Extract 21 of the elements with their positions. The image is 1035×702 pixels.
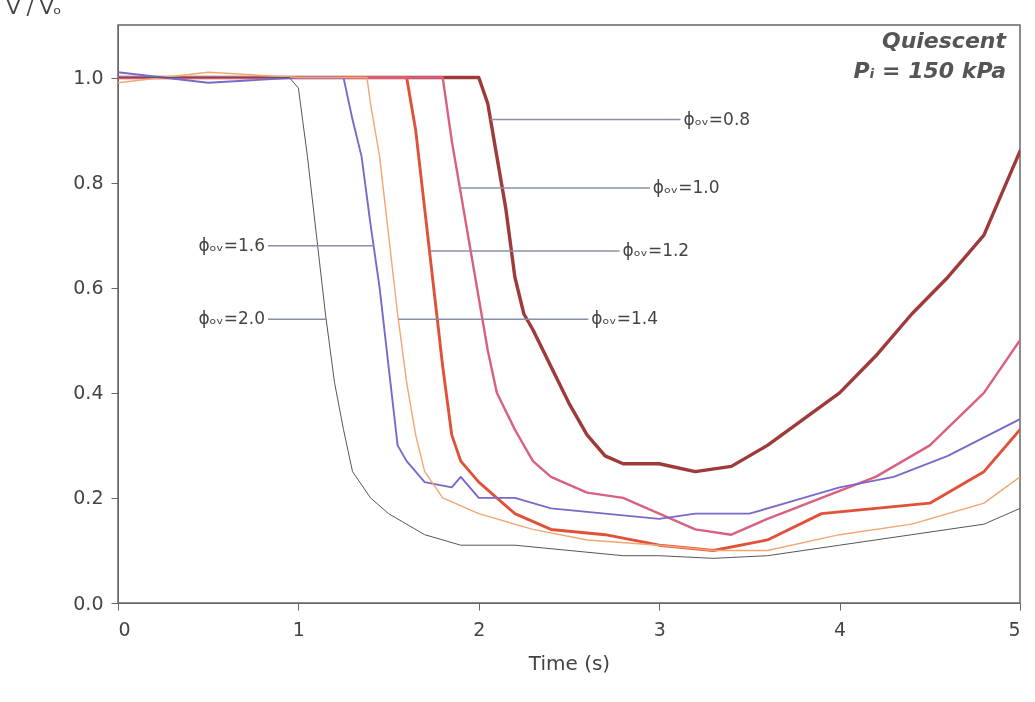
- x-tick-label: 4: [834, 617, 847, 640]
- annotation: ϕₒᵥ=1.4: [591, 308, 658, 329]
- annotation: ϕₒᵥ=1.2: [622, 239, 690, 260]
- x-tick-label: 1: [292, 617, 305, 640]
- x-tick-label: 5: [1008, 617, 1021, 640]
- annotation: ϕₒᵥ=0.8: [683, 108, 751, 129]
- y-tick-label: 1.0: [73, 66, 104, 89]
- annotation: Pᵢ = 150 kPa: [853, 58, 1006, 83]
- x-tick-label: 0: [118, 617, 131, 640]
- annotation: ϕₒᵥ=2.0: [198, 308, 265, 329]
- x-axis-title: Time (s): [527, 650, 611, 675]
- annotation: ϕₒᵥ=1.0: [652, 176, 720, 197]
- y-tick-label: 0.4: [73, 381, 104, 404]
- y-tick-label: 0.6: [73, 276, 104, 299]
- y-tick-label: 0.0: [73, 591, 104, 614]
- annotation: Quiescent: [881, 28, 1008, 53]
- y-tick-label: 0.8: [73, 171, 104, 194]
- y-tick-label: 0.2: [73, 486, 104, 509]
- x-tick-label: 3: [653, 617, 666, 640]
- x-tick-label: 2: [473, 617, 486, 640]
- annotation: ϕₒᵥ=1.6: [198, 234, 265, 255]
